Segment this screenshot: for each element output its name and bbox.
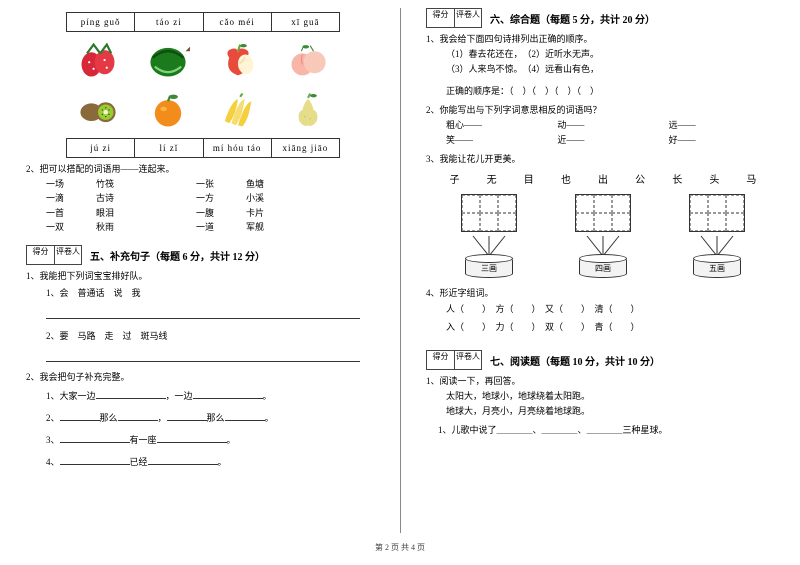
fill-2: 2、那么，那么。 <box>46 409 380 427</box>
score-box-5: 得分 评卷人 五、补充句子（每题 6 分，共计 12 分） <box>26 245 380 265</box>
stroke-sort-area: 三画 四画 五画 <box>432 194 774 278</box>
score-box-6: 得分 评卷人 六、综合题（每题 5 分，共计 20 分） <box>426 8 780 28</box>
q5-1b: 2、要 马路 走 过 斑马线 <box>46 329 380 342</box>
column-divider <box>400 8 401 533</box>
q6-1: 1、我会给下面四句诗排列出正确的顺序。 <box>426 32 780 45</box>
orange-icon <box>136 88 200 132</box>
score-box-7: 得分 评卷人 七、阅读题（每题 10 分，共计 10 分） <box>426 350 780 370</box>
pear-icon <box>276 88 340 132</box>
score-cell: 得分 <box>426 8 454 28</box>
question-2: 2、把可以搭配的词语用——连起来。 <box>26 162 380 175</box>
pinyin-cell: xiāng jiāo <box>272 139 339 157</box>
page-footer: 第 2 页 共 4 页 <box>0 542 800 553</box>
pinyin-cell: jú zi <box>67 139 135 157</box>
pinyin-cell: xī guā <box>272 13 339 31</box>
answer-line <box>46 350 360 362</box>
poem-line: （1）春去花还在， （2）近听水无声。 <box>446 47 780 62</box>
near-row: 人（ ） 方（ ） 又（ ） 清（ ） <box>446 301 780 318</box>
poem-line: （3）人来鸟不惊。 （4）远看山有色， <box>446 62 780 77</box>
q5-2: 2、我会把句子补充完整。 <box>26 370 380 383</box>
q7-1: 1、阅读一下，再回答。 <box>426 374 780 387</box>
peach-icon <box>276 38 340 82</box>
answer-line <box>46 307 360 319</box>
stroke-group-3: 三画 <box>461 194 517 278</box>
pinyin-row-top: píng guǒ táo zi cǎo méi xī guā <box>66 12 340 32</box>
stroke-group-4: 四画 <box>575 194 631 278</box>
grader-cell: 评卷人 <box>54 245 82 265</box>
q6-2: 2、你能写出与下列字词意思相反的词语吗？ <box>426 103 780 116</box>
fill-1: 1、大家一边，一边。 <box>46 387 380 405</box>
apple-icon <box>206 38 270 82</box>
character-bank: 子 无 目 也 出 公 长 头 马 <box>436 171 770 186</box>
q6-3: 3、我能让花儿开更美。 <box>426 152 780 165</box>
q5-1a: 1、会 普通话 说 我 <box>46 286 380 299</box>
bucket-5: 五画 <box>693 256 741 278</box>
left-column: píng guǒ táo zi cǎo méi xī guā <box>0 0 400 540</box>
pinyin-cell: cǎo méi <box>204 13 272 31</box>
grader-cell: 评卷人 <box>454 350 482 370</box>
strawberry-icon <box>66 38 130 82</box>
pinyin-cell: mí hóu táo <box>204 139 272 157</box>
antonym-row: 粗心—— 动—— 远—— <box>446 118 780 133</box>
kiwi-icon <box>66 88 130 132</box>
antonym-row: 笑—— 近—— 好—— <box>446 133 780 148</box>
bucket-4: 四画 <box>579 256 627 278</box>
banana-icon <box>206 88 270 132</box>
grader-cell: 评卷人 <box>454 8 482 28</box>
match-table: 一场竹筏一张鱼塘 一滴古诗一方小溪 一首眼泪一腹卡片 一双秋雨一道军舰 <box>26 177 380 235</box>
q6-4: 4、形近字组词。 <box>426 286 780 299</box>
right-column: 得分 评卷人 六、综合题（每题 5 分，共计 20 分） 1、我会给下面四句诗排… <box>400 0 800 540</box>
section-6-title: 六、综合题（每题 5 分，共计 20 分） <box>490 11 655 28</box>
q5-1: 1、我能把下列词宝宝排好队。 <box>26 269 380 282</box>
score-cell: 得分 <box>26 245 54 265</box>
fill-3: 3、有一座。 <box>46 431 380 449</box>
score-cell: 得分 <box>426 350 454 370</box>
pinyin-row-bottom: jú zi lí zǐ mí hóu táo xiāng jiāo <box>66 138 340 158</box>
near-row: 入（ ） 力（ ） 双（ ） 青（ ） <box>446 319 780 336</box>
pinyin-cell: táo zi <box>135 13 203 31</box>
watermelon-icon <box>136 38 200 82</box>
section-5-title: 五、补充句子（每题 6 分，共计 12 分） <box>90 248 265 265</box>
reading-line: 地球大，月亮小，月亮绕着地球跑。 <box>446 404 780 419</box>
reading-line: 太阳大，地球小，地球绕着太阳跑。 <box>446 389 780 404</box>
stroke-group-5: 五画 <box>689 194 745 278</box>
fruit-grid <box>66 38 340 132</box>
reading-q1: 1、儿歌中说了＿＿＿＿、＿＿＿＿、＿＿＿＿三种星球。 <box>438 423 780 436</box>
section-7-title: 七、阅读题（每题 10 分，共计 10 分） <box>490 353 660 370</box>
pinyin-cell: lí zǐ <box>135 139 203 157</box>
bucket-3: 三画 <box>465 256 513 278</box>
order-line: 正确的顺序是：（ ）（ ）（ ）（ ） <box>446 84 780 99</box>
pinyin-cell: píng guǒ <box>67 13 135 31</box>
fill-4: 4、已经。 <box>46 453 380 471</box>
